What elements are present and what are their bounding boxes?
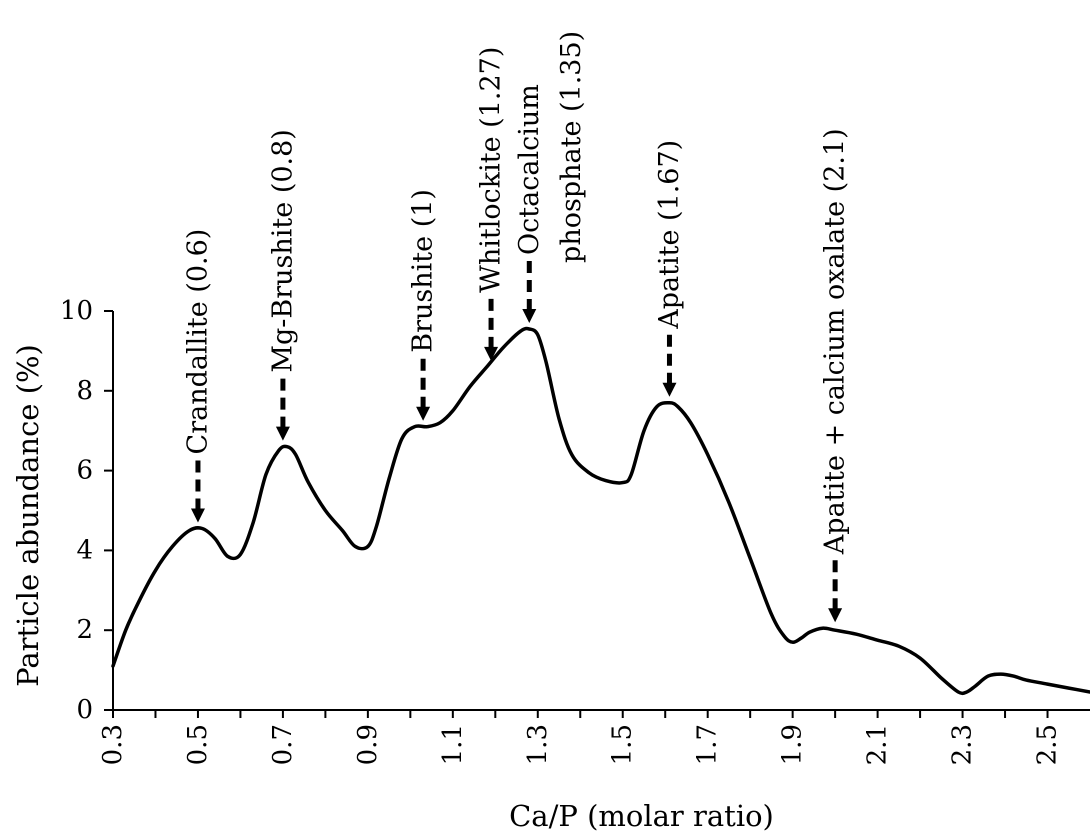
annotation-arrow-head (190, 508, 205, 523)
annotation-arrow-head (828, 608, 843, 623)
annotation-label: Crandallite (0.6) (182, 229, 213, 455)
annotation-label: Apatite + calcium oxalate (2.1) (820, 128, 851, 555)
annotations: Crandallite (0.6) Mg-Brushite (0.8) Brushi… (182, 31, 851, 623)
series-line (111, 326, 1090, 696)
y-axis-title: Particle abundance (%) (11, 344, 45, 687)
annotation-label: Octacalcium (514, 84, 545, 255)
annotation-label: Brushite (1) (408, 189, 439, 353)
annotation-arrow-head (416, 406, 431, 421)
x-tick-label: 2.3 (948, 724, 978, 765)
annotation-arrow-head (662, 382, 677, 397)
y-tick-label: 2 (76, 615, 93, 645)
annotation-label: Whitlockite (1.27) (476, 47, 507, 293)
y-tick-label: 0 (76, 695, 93, 725)
y-tick-label: 4 (76, 535, 93, 565)
x-tick-label: 0.5 (183, 724, 213, 765)
x-tick-label: 0.7 (268, 724, 298, 765)
x-tick-label: 2.5 (1033, 724, 1063, 765)
x-tick-label: 1.9 (778, 724, 808, 765)
annotation-arrow-head (522, 308, 537, 323)
y-tick-label: 8 (76, 376, 93, 406)
x-tick-label: 0.9 (353, 724, 383, 765)
y-ticks: 0 2 4 6 8 10 (60, 296, 113, 725)
annotation-label-line2: phosphate (1.35) (556, 31, 587, 263)
annotation-label: Mg-Brushite (0.8) (267, 129, 298, 373)
x-tick-label: 1.1 (438, 724, 468, 765)
annotation-arrow-head (275, 426, 290, 441)
x-tick-label: 2.1 (863, 724, 893, 765)
x-tick-label: 1.7 (693, 724, 723, 765)
annotation-arrow-head (484, 346, 499, 361)
x-axis-title: Ca/P (molar ratio) (509, 799, 774, 833)
x-tick-label: 1.3 (523, 724, 553, 765)
x-ticks: 0.3 0.5 0.7 0.9 1.1 1.3 1.5 1.7 1.9 2.1 2.3 2.5 (98, 710, 1063, 765)
x-tick-label: 1.5 (608, 724, 638, 765)
annotation-label: Apatite (1.67) (654, 140, 685, 330)
y-tick-label: 10 (60, 296, 93, 326)
y-tick-label: 6 (76, 456, 93, 486)
x-tick-label: 0.3 (98, 724, 128, 765)
